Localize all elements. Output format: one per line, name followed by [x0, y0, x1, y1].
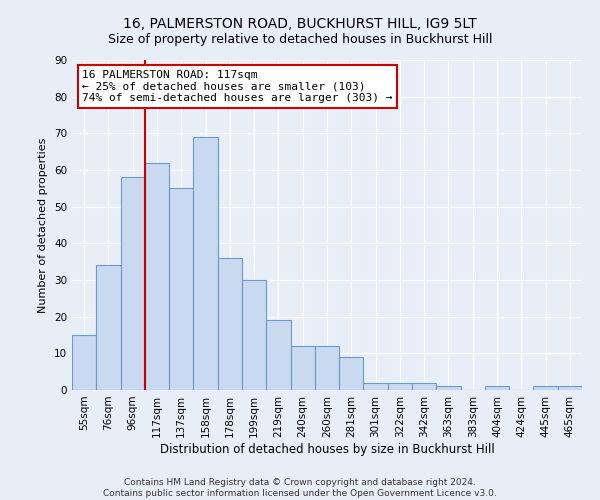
Bar: [533, 386, 558, 390]
Text: Contains HM Land Registry data © Crown copyright and database right 2024.
Contai: Contains HM Land Registry data © Crown c…: [103, 478, 497, 498]
Bar: [72, 335, 96, 390]
Text: Size of property relative to detached houses in Buckhurst Hill: Size of property relative to detached ho…: [108, 32, 492, 46]
Y-axis label: Number of detached properties: Number of detached properties: [38, 138, 49, 312]
Bar: [485, 386, 509, 390]
Bar: [388, 382, 412, 390]
Bar: [242, 280, 266, 390]
Bar: [218, 258, 242, 390]
Text: 16 PALMERSTON ROAD: 117sqm
← 25% of detached houses are smaller (103)
74% of sem: 16 PALMERSTON ROAD: 117sqm ← 25% of deta…: [82, 70, 392, 103]
Bar: [412, 382, 436, 390]
Bar: [145, 162, 169, 390]
Bar: [169, 188, 193, 390]
Text: 16, PALMERSTON ROAD, BUCKHURST HILL, IG9 5LT: 16, PALMERSTON ROAD, BUCKHURST HILL, IG9…: [123, 18, 477, 32]
Bar: [436, 386, 461, 390]
Bar: [339, 357, 364, 390]
Bar: [266, 320, 290, 390]
Bar: [290, 346, 315, 390]
Bar: [315, 346, 339, 390]
Bar: [96, 266, 121, 390]
Bar: [193, 137, 218, 390]
X-axis label: Distribution of detached houses by size in Buckhurst Hill: Distribution of detached houses by size …: [160, 442, 494, 456]
Bar: [558, 386, 582, 390]
Bar: [364, 382, 388, 390]
Bar: [121, 178, 145, 390]
